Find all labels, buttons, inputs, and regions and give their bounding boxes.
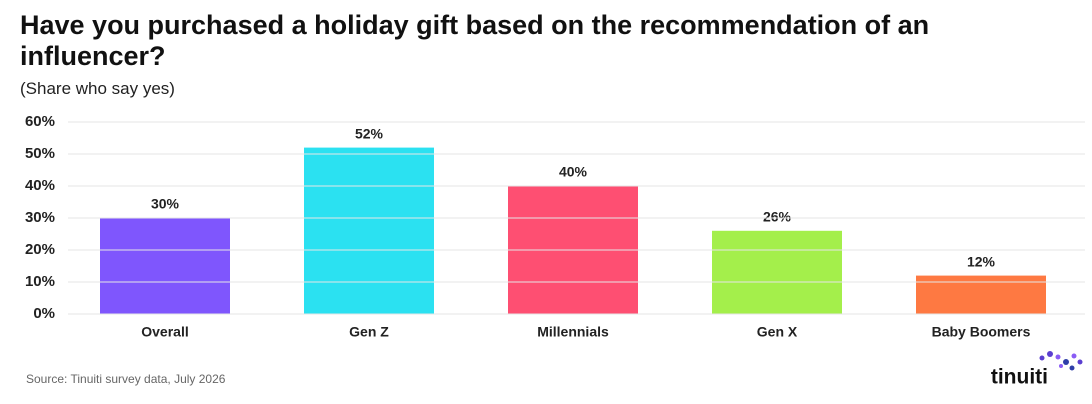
chart-title: Have you purchased a holiday gift based … xyxy=(20,10,930,71)
y-tick-label: 40% xyxy=(25,177,55,194)
value-label: 30% xyxy=(151,196,180,212)
logo-dots xyxy=(1039,351,1083,371)
bar xyxy=(916,275,1046,314)
y-tick-label: 0% xyxy=(33,305,55,322)
x-tick-label: Gen Z xyxy=(349,324,389,340)
y-tick-label: 20% xyxy=(25,241,55,258)
x-tick-label: Overall xyxy=(141,324,188,340)
chart-subtitle: (Share who say yes) xyxy=(20,79,175,98)
x-tick-label: Baby Boomers xyxy=(932,324,1031,340)
source-note: Source: Tinuiti survey data, July 2026 xyxy=(26,372,226,386)
y-tick-label: 60% xyxy=(25,113,55,130)
bar xyxy=(304,147,434,314)
value-label: 12% xyxy=(967,253,996,269)
value-label: 52% xyxy=(355,125,384,141)
y-tick-label: 30% xyxy=(25,209,55,226)
y-tick-label: 50% xyxy=(25,145,55,162)
x-tick-label: Millennials xyxy=(537,324,609,340)
bar xyxy=(712,230,842,314)
bar xyxy=(100,218,230,314)
logo: tinuiti xyxy=(991,366,1048,389)
value-label: 26% xyxy=(763,209,792,225)
y-tick-label: 10% xyxy=(25,273,55,290)
value-label: 40% xyxy=(559,164,588,180)
x-tick-label: Gen X xyxy=(757,324,798,340)
